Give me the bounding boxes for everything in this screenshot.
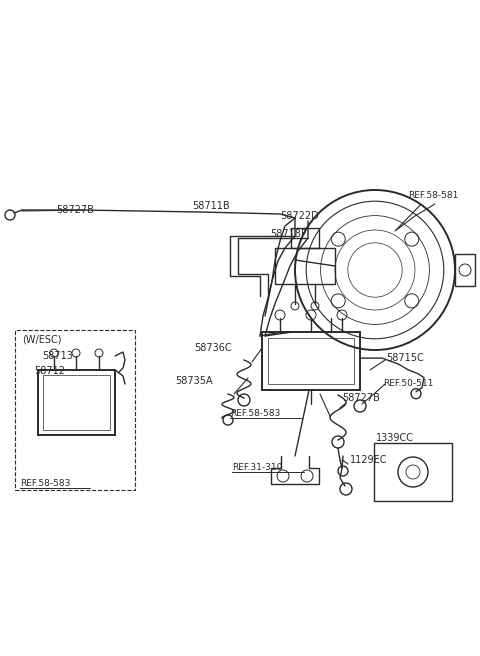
Text: REF.50-511: REF.50-511 xyxy=(383,380,433,388)
Bar xyxy=(43,375,110,430)
Text: 58727B: 58727B xyxy=(56,205,94,215)
Bar xyxy=(275,248,335,284)
Bar xyxy=(374,443,452,501)
Text: 58722D: 58722D xyxy=(280,211,319,221)
Text: 1339CC: 1339CC xyxy=(376,433,414,443)
Bar xyxy=(455,254,475,286)
Text: 58727B: 58727B xyxy=(342,393,380,403)
Text: 58712: 58712 xyxy=(34,366,65,376)
Text: 58736C: 58736C xyxy=(194,343,232,353)
Text: 1129EC: 1129EC xyxy=(350,455,387,465)
Bar xyxy=(262,332,360,390)
Text: REF.31-310: REF.31-310 xyxy=(232,464,282,472)
Bar xyxy=(15,330,135,490)
Bar xyxy=(38,370,115,435)
Text: 58713: 58713 xyxy=(42,351,73,361)
Text: REF.58-583: REF.58-583 xyxy=(20,480,71,489)
Text: 58711B: 58711B xyxy=(192,201,229,211)
Text: 58718F: 58718F xyxy=(270,229,307,239)
Text: REF.58-583: REF.58-583 xyxy=(230,409,280,419)
Text: 58715C: 58715C xyxy=(386,353,424,363)
Text: (W/ESC): (W/ESC) xyxy=(22,335,61,345)
Text: REF.58-581: REF.58-581 xyxy=(408,192,458,201)
Bar xyxy=(291,228,319,248)
Bar xyxy=(268,338,354,384)
Text: 58735A: 58735A xyxy=(175,376,213,386)
